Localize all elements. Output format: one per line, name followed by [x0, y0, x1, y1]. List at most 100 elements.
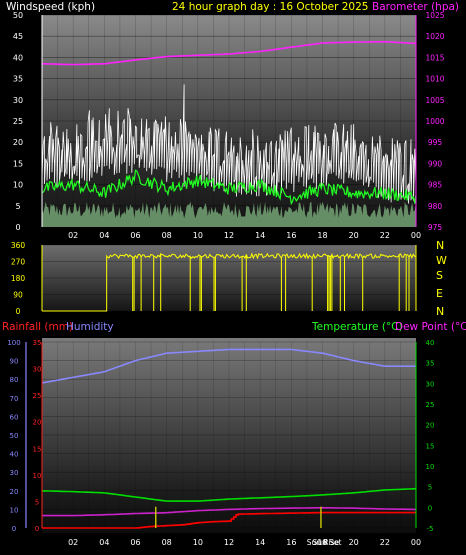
baro-tick-label: 1025 [425, 11, 444, 20]
baro-tick-label: 1020 [425, 32, 444, 41]
climate-x-tick-label: 10 [193, 538, 203, 547]
wind-direction-series [42, 252, 417, 312]
dir-tick-label: 360 [11, 241, 26, 250]
wind-x-tick-label: 12 [224, 231, 234, 240]
wind-tick-label: 30 [13, 96, 23, 105]
wind-x-tick-label: 00 [411, 231, 421, 240]
wind-x-tick-label: 18 [317, 231, 327, 240]
compass-n-top: N [436, 239, 444, 252]
humidity-tick-label: 40 [10, 451, 19, 459]
wind-tick-label: 40 [13, 53, 23, 62]
rain-tick-label: 20 [33, 419, 42, 427]
rain-tick-label: 35 [33, 339, 42, 347]
wind-tick-label: 5 [15, 202, 20, 211]
baro-tick-label: 1005 [425, 96, 444, 105]
dew-point-series [42, 506, 416, 517]
compass-n-bottom: N [436, 305, 444, 318]
temp-tick-label: 30 [426, 380, 435, 388]
dir-tick-label: 270 [11, 258, 26, 267]
humidity-axis-label: Humidity [66, 321, 114, 333]
temp-tick-label: 20 [426, 422, 435, 430]
temp-tick-label: 10 [426, 463, 435, 471]
humidity-tick-label: 80 [10, 376, 19, 384]
dir-tick-label: 90 [13, 291, 23, 300]
climate-x-tick-label: 02 [68, 538, 78, 547]
rain-tick-label: 5 [35, 498, 39, 506]
rain-tick-label: 15 [33, 445, 42, 453]
baro-tick-label: 975 [428, 223, 443, 232]
humidity-tick-label: 20 [10, 488, 19, 496]
sunset-label: Sun Set [312, 538, 341, 547]
rain-tick-label: 10 [33, 472, 42, 480]
climate-x-tick-label: 00 [411, 538, 421, 547]
temp-tick-label: 5 [428, 484, 432, 492]
climate-x-tick-label: 20 [349, 538, 359, 547]
temp-tick-label: 0 [428, 504, 432, 512]
dir-tick-label: 180 [11, 274, 26, 283]
baro-tick-label: 980 [428, 202, 443, 211]
barometer-series [42, 40, 417, 66]
baro-tick-label: 1015 [425, 53, 444, 62]
rain-tick-label: 0 [35, 525, 39, 533]
wind-x-tick-label: 08 [162, 231, 172, 240]
wind-tick-label: 50 [13, 11, 23, 20]
baro-tick-label: 985 [428, 181, 443, 190]
compass-e: E [436, 287, 443, 300]
baro-tick-label: 990 [428, 159, 443, 168]
wind-x-tick-label: 20 [349, 231, 359, 240]
wind-x-tick-label: 04 [99, 231, 109, 240]
temp-tick-label: 35 [426, 360, 435, 368]
humidity-tick-label: 0 [12, 525, 16, 533]
wind-tick-label: 25 [13, 117, 23, 126]
rain-tick-label: 25 [33, 392, 42, 400]
temp-tick-label: -5 [427, 525, 434, 533]
temp-tick-label: 40 [426, 339, 435, 347]
wind-x-tick-label: 14 [255, 231, 265, 240]
baro-tick-label: 1000 [425, 117, 444, 126]
wind-axis-label: Windspeed (kph) [6, 1, 95, 13]
wind-x-tick-label: 06 [130, 231, 140, 240]
wind-x-tick-label: 16 [286, 231, 296, 240]
wind-tick-label: 35 [13, 75, 23, 84]
temperature-series [41, 487, 417, 502]
humidity-tick-label: 70 [10, 395, 19, 403]
climate-x-tick-label: 08 [162, 538, 172, 547]
climate-x-tick-label: 16 [286, 538, 296, 547]
baro-tick-label: 995 [428, 138, 443, 147]
wind-average-series [42, 169, 417, 206]
dew-axis-label: Dew Point (°C) [395, 321, 466, 333]
rain-axis-label: Rainfall (mm) [2, 321, 73, 333]
humidity-tick-label: 30 [10, 469, 19, 477]
climate-x-tick-label: 14 [255, 538, 265, 547]
temp-axis-label: Temperature (°C) [311, 321, 403, 333]
humidity-tick-label: 50 [10, 432, 19, 440]
dir-tick-label: 0 [16, 307, 21, 316]
wind-lull-band [42, 201, 416, 227]
wind-tick-label: 45 [13, 32, 23, 41]
wind-tick-label: 10 [13, 181, 23, 190]
humidity-tick-label: 60 [10, 413, 19, 421]
climate-x-tick-label: 12 [224, 538, 234, 547]
humidity-tick-label: 100 [7, 339, 20, 347]
wind-gust-series [41, 84, 417, 204]
sunrise-label: Sun Rise [307, 538, 340, 547]
wind-x-tick-label: 02 [68, 231, 78, 240]
climate-x-tick-label: 06 [130, 538, 140, 547]
wind-tick-label: 15 [13, 159, 23, 168]
rain-temp-panel [42, 338, 416, 533]
wind-x-tick-label: 10 [193, 231, 203, 240]
temp-tick-label: 15 [426, 442, 435, 450]
climate-x-tick-label: 04 [99, 538, 109, 547]
wind-tick-label: 0 [15, 223, 20, 232]
rain-tick-label: 30 [33, 366, 42, 374]
climate-x-tick-label: 18 [317, 538, 327, 547]
baro-tick-label: 1010 [425, 75, 444, 84]
compass-s: S [436, 269, 443, 282]
humidity-tick-label: 90 [10, 358, 19, 366]
baro-axis-label: Barometer (hpa) [372, 1, 459, 13]
humidity-tick-label: 10 [10, 506, 19, 514]
wind-tick-label: 20 [13, 138, 23, 147]
graph-title: 24 hour graph day : 16 October 2025 [172, 1, 368, 13]
